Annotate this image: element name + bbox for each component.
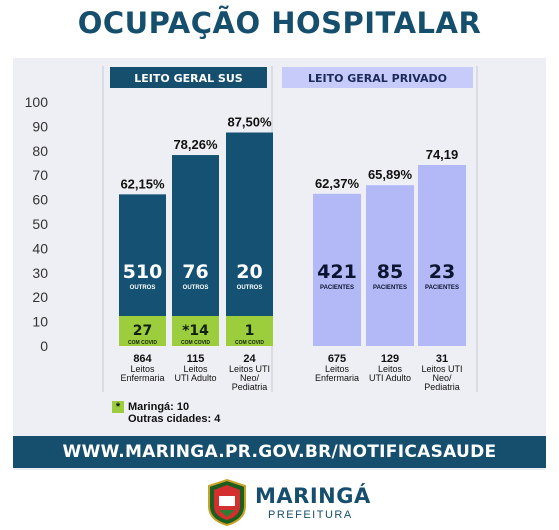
bar: [226, 132, 273, 346]
category-label-line3: Pediatria: [424, 382, 460, 392]
y-tick-label: 100: [25, 94, 49, 110]
percent-label: 74,19: [426, 147, 459, 162]
bar-inner-caption: OUTROS: [237, 285, 263, 291]
covid-segment: [172, 316, 219, 346]
legend-covid-marker: *: [112, 401, 124, 414]
bar-value-label: 85: [377, 261, 403, 283]
group-header-label: LEITO GERAL SUS: [134, 72, 243, 85]
y-tick-label: 30: [32, 265, 48, 281]
beds-count-label: 675: [328, 353, 346, 365]
y-tick-label: 20: [32, 289, 48, 305]
category-label-line1: Leitos: [183, 364, 208, 374]
covid-caption: COM COVID: [181, 340, 210, 346]
legend-text-2: Outras cidades: 4: [128, 413, 221, 426]
beds-count-label: 24: [243, 353, 256, 365]
y-tick-label: 10: [32, 314, 48, 330]
bar: [313, 193, 361, 346]
maringa-coat-of-arms-logo: [208, 478, 246, 526]
percent-label: 87,50%: [227, 115, 272, 130]
bar-value-label: 76: [182, 261, 208, 283]
page-title: OCUPAÇÃO HOSPITALAR: [77, 6, 482, 40]
bar-inner-caption: OUTROS: [130, 285, 156, 291]
legend-row-1: * Maringá: 10: [112, 401, 220, 414]
category-label-line2: UTI Adulto: [174, 373, 216, 383]
bar-inner-caption: PACIENTES: [320, 285, 354, 291]
bar-value-label: 20: [236, 261, 262, 283]
bar: [366, 185, 414, 346]
percent-label: 65,89%: [368, 167, 413, 182]
category-label-line2: Neo/: [432, 373, 452, 383]
category-label-line3: Pediatria: [232, 382, 268, 392]
group-header-bg: [110, 67, 267, 88]
bar: [172, 155, 219, 346]
beds-count-label: 115: [187, 353, 205, 365]
percent-label: 78,26%: [173, 137, 218, 152]
legend: * Maringá: 10 Outras cidades: 4: [112, 401, 220, 425]
url-banner[interactable]: WWW.MARINGA.PR.GOV.BR/NOTIFICASAUDE: [13, 436, 546, 468]
category-label-line1: Leitos: [130, 364, 155, 374]
beds-count-label: 129: [381, 353, 399, 365]
bar-value-label: 421: [317, 261, 357, 283]
category-label-line2: UTI Adulto: [369, 373, 411, 383]
bar: [418, 164, 466, 346]
y-tick-label: 80: [32, 143, 48, 159]
logo-subtitle: PREFEITURA: [268, 509, 353, 521]
legend-row-2: Outras cidades: 4: [112, 413, 220, 425]
group-header-label: LEITO GERAL PRIVADO: [308, 72, 447, 85]
bar-inner-caption: PACIENTES: [425, 285, 459, 291]
bar-value-label: 23: [429, 261, 455, 283]
covid-value-label: 27: [133, 323, 152, 339]
category-label-line2: Enfermaria: [315, 373, 359, 383]
y-tick-label: 50: [32, 216, 48, 232]
covid-caption: COM COVID: [235, 340, 264, 346]
category-label-line1: Leitos UTI: [229, 364, 270, 374]
category-label-line1: Leitos: [378, 364, 403, 374]
y-tick-label: 90: [32, 118, 48, 134]
y-tick-label: 70: [32, 167, 48, 183]
y-tick-label: 60: [32, 192, 48, 208]
covid-value-label: *14: [182, 323, 209, 339]
beds-count-label: 31: [436, 353, 448, 365]
group-header-bg: [282, 67, 473, 88]
y-tick-label: 0: [40, 338, 48, 354]
covid-caption: COM COVID: [128, 340, 157, 346]
y-tick-label: 40: [32, 240, 48, 256]
category-label-line2: Enfermaria: [120, 373, 164, 383]
category-label-line2: Neo/: [240, 373, 260, 383]
covid-segment: [119, 316, 166, 346]
logo-name: MARINGÁ: [255, 484, 371, 508]
beds-count-label: 864: [133, 353, 152, 365]
legend-text-1: Maringá: 10: [128, 401, 190, 413]
bar-inner-caption: OUTROS: [183, 285, 209, 291]
covid-value-label: 1: [245, 323, 255, 339]
bar-inner-caption: PACIENTES: [373, 285, 407, 291]
category-label-line1: Leitos UTI: [421, 364, 462, 374]
category-label-line1: Leitos: [325, 364, 350, 374]
percent-label: 62,37%: [315, 176, 360, 191]
covid-segment: [226, 316, 273, 346]
percent-label: 62,15%: [120, 176, 165, 191]
bar-value-label: 510: [123, 261, 163, 283]
